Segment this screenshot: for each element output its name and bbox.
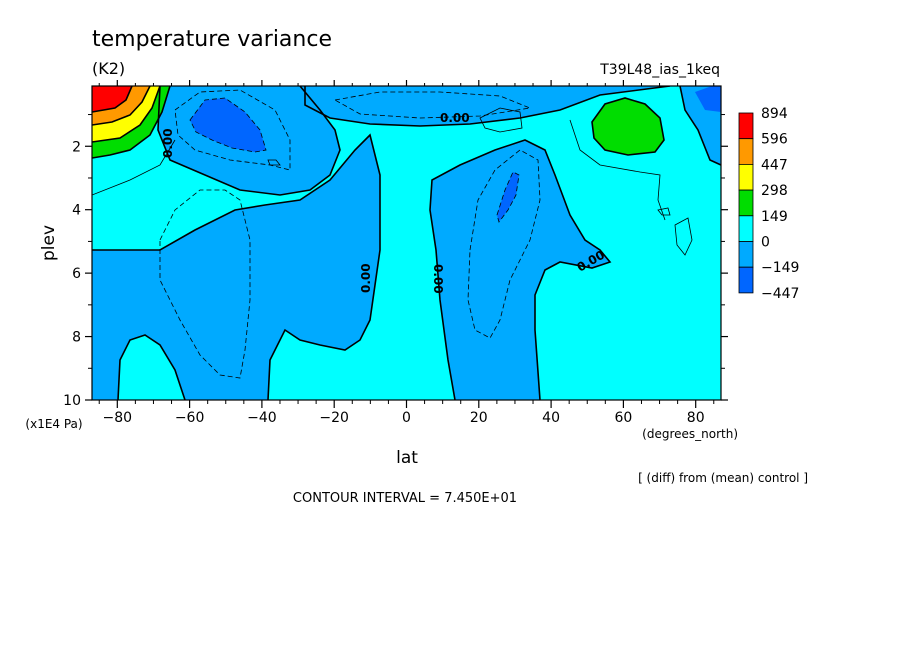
neg-core-central [497,172,519,222]
zero-contour-central [429,139,612,400]
minor-contour-1 [174,89,291,171]
pos-contour-3 [92,86,133,113]
minor-contour-6 [92,139,176,196]
minor-contour-0 [189,97,267,153]
y-tick-label: 2 [72,139,81,155]
minor-contour-4 [333,91,532,119]
contour-label: 0.00 [359,263,373,293]
color-legend: 894 596 447 298 149 0 −149 −447 [738,106,799,302]
y-units: (x1E4 Pa) [25,417,82,431]
legend-label: 149 [761,209,788,225]
y-tick-label: 8 [72,330,81,346]
legend-label: −447 [761,286,799,302]
legend-label: 0 [761,235,770,251]
x-tick-label: −40 [247,410,277,426]
chart-units: (K2) [92,59,125,78]
legend-swatch [738,215,754,242]
minor-contour-8 [569,119,666,221]
x-tick-label: 80 [687,410,705,426]
legend-swatch [738,138,754,165]
contour-label: 0.00 [161,128,175,158]
legend-label: 298 [761,183,788,199]
zero-contour-south-top [157,86,341,196]
minor-contour-2 [159,189,251,379]
neg-region-southern [92,135,380,400]
minor-contour-10 [657,207,671,216]
pos-region-northern [592,98,664,155]
x-tick-label: 20 [470,410,488,426]
contour-label: 0.00 [431,264,445,294]
neg-region-central [430,140,610,400]
minor-contour-3 [467,149,541,339]
pos-contour-1 [92,86,161,143]
x-units: (degrees_north) [642,427,738,441]
minor-contours [92,89,693,379]
zero-contours [92,86,721,400]
pos-contour-2 [92,86,151,126]
x-tick-label: 40 [542,410,560,426]
zero-contour-top-right [679,86,721,166]
neg-core-southern [190,98,266,152]
contour-label: 0.00 [440,111,470,125]
pos-contour-0 [92,86,171,159]
x-axis-label: lat [396,448,418,468]
legend-label: 596 [761,132,788,148]
y-tick-label: 6 [72,266,81,282]
y-axis: 2 4 6 8 10 [63,114,728,409]
legend-swatch [738,241,754,268]
minor-contour-9 [674,217,693,256]
neg-core-top-right [695,86,721,112]
legend-swatch [738,266,754,294]
legend-label: −149 [761,260,799,276]
x-tick-label: −60 [175,410,205,426]
x-tick-label: 0 [402,410,411,426]
contour-interval: CONTOUR INTERVAL = 7.450E+01 [293,491,517,506]
zero-contour-bottom-left [117,334,186,400]
minor-contour-7 [479,107,523,133]
y-axis-label: plev [39,225,59,261]
legend-label: 447 [761,157,788,173]
x-axis: −80 −60 −40 −20 0 20 40 60 80 [98,80,715,426]
y-tick-label: 10 [63,393,81,409]
minor-contour-11 [267,159,281,166]
zero-contour-north-positive [591,97,665,156]
run-label: T39L48_ias_1keq [599,62,720,78]
legend-swatch [738,189,754,217]
zero-contour-top-mid [304,86,671,127]
pos-region-3 [92,86,132,112]
zero-contour-south [92,133,381,400]
y-tick-label: 4 [72,203,81,219]
diff-note: [ (diff) from (mean) control ] [638,471,808,485]
contour-field: 0.00 0.00 0.00 0.00 0.00 [92,86,721,400]
x-tick-label: −80 [103,410,133,426]
x-tick-label: 60 [614,410,632,426]
chart-title: temperature variance [92,27,332,52]
legend-swatch [738,112,754,140]
legend-swatch [738,163,754,191]
legend-label: 894 [761,106,788,122]
x-tick-label: −20 [319,410,349,426]
